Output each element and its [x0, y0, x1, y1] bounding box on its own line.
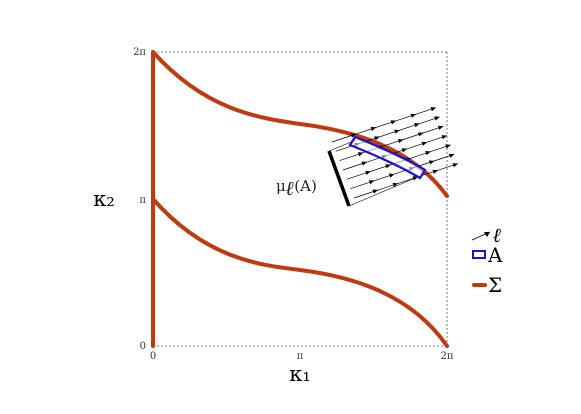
field-arrow-head: [452, 163, 458, 168]
measure-subscript: ℓ: [286, 176, 295, 200]
legend-label-sigma: Σ: [488, 273, 502, 297]
region-a: [348, 135, 427, 180]
legend-rect-icon: [472, 250, 486, 259]
field-arrow-head: [437, 125, 444, 130]
y-tick-2pi: 2π: [133, 47, 146, 58]
x-axis-label: κ₁: [289, 362, 311, 386]
y-tick-0: 0: [140, 341, 146, 352]
legend-label-l: ℓ: [493, 223, 502, 247]
field-arrow-head: [430, 107, 436, 112]
legend: ℓ A Σ: [471, 223, 503, 297]
legend-item-a: A: [472, 243, 503, 267]
y-axis-label: κ₂: [93, 187, 115, 211]
projection-line-bottom: [348, 175, 421, 207]
field-arrow-head: [441, 135, 447, 140]
x-tick-0: 0: [150, 351, 156, 362]
y-tick-pi: π: [139, 195, 146, 206]
legend-arrow-head-icon: [484, 232, 490, 237]
field-arrow-head: [434, 116, 440, 121]
legend-label-a: A: [487, 243, 503, 267]
x-tick-pi: π: [297, 351, 304, 362]
projection-bar: [327, 150, 351, 207]
legend-item-l: ℓ: [471, 223, 502, 247]
sigma-upper-curve: [151, 50, 449, 198]
measure-label: μℓ(A): [276, 176, 317, 200]
sigma-lower-curve: [151, 197, 449, 348]
legend-item-sigma: Σ: [472, 273, 502, 297]
field-arrow-head: [448, 153, 455, 158]
sigma-curves: [151, 50, 449, 348]
field-arrow-head: [445, 144, 451, 149]
x-tick-2pi: 2π: [441, 351, 454, 362]
